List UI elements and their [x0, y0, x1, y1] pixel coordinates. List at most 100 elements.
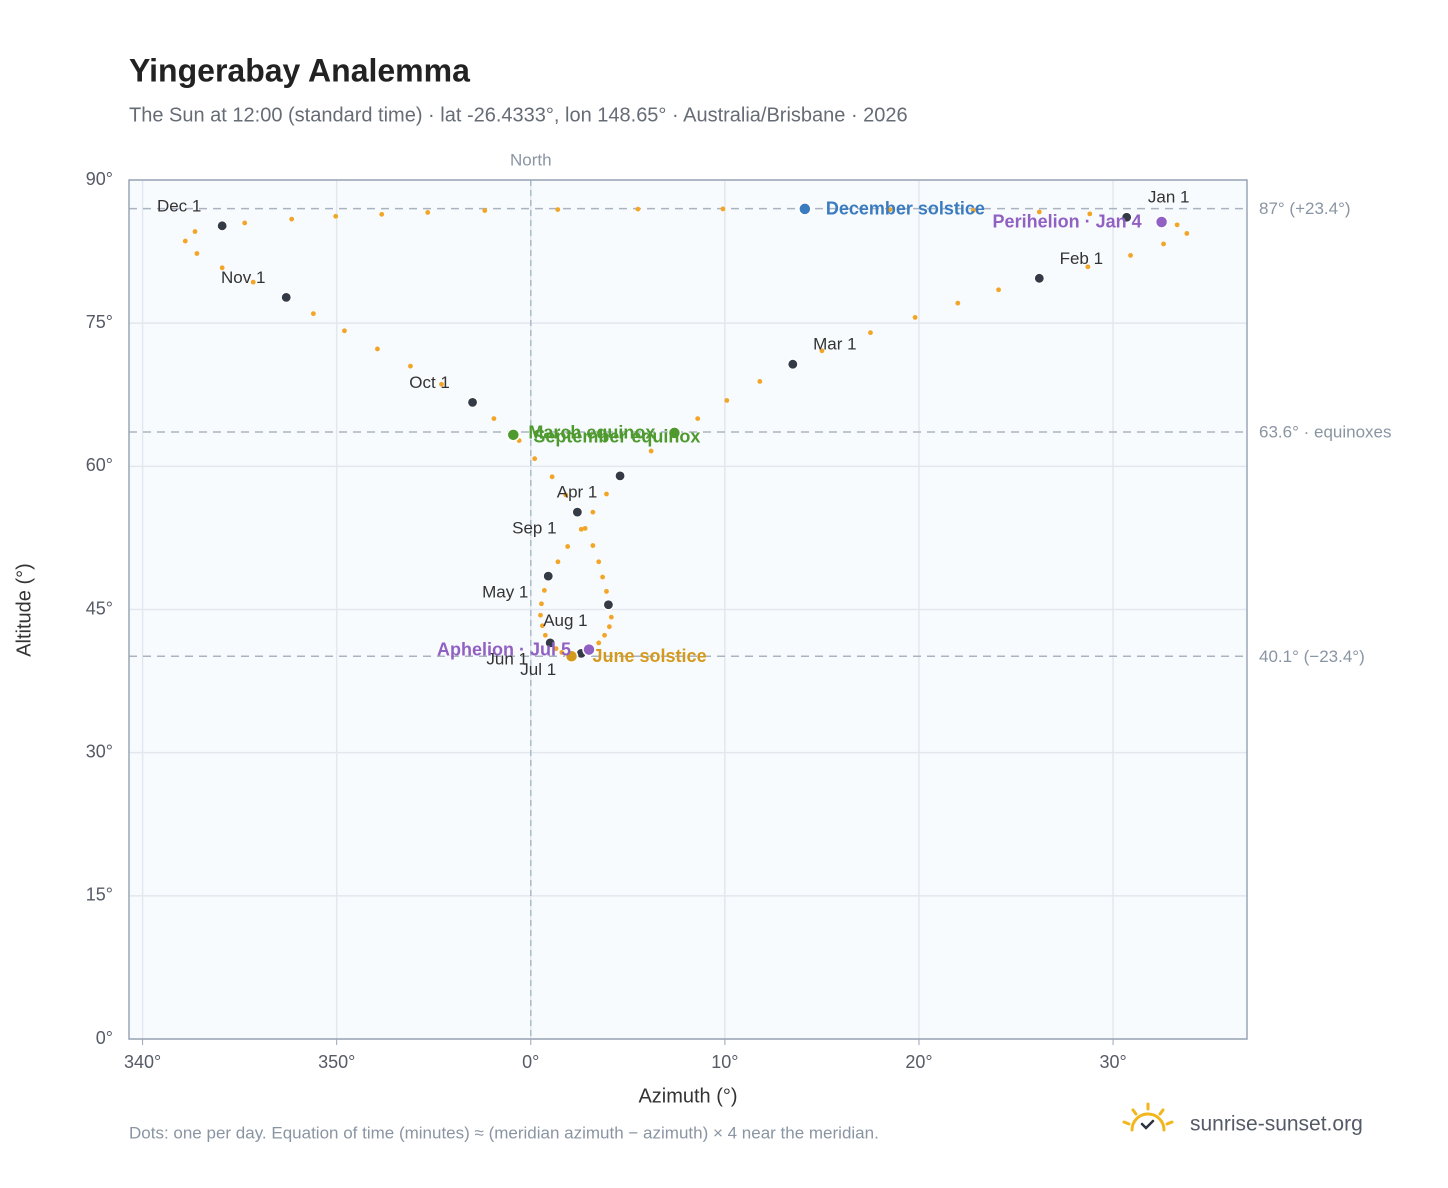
month-marker: [1121, 211, 1133, 223]
day-dot: [720, 206, 726, 212]
day-dot: [559, 650, 565, 655]
day-dot: [482, 208, 488, 213]
day-dot: [565, 544, 571, 549]
day-dot: [996, 287, 1001, 293]
day-dot: [724, 398, 730, 403]
day-dot: [242, 220, 248, 226]
y-tick-label: 60°: [86, 455, 113, 475]
month-label: Jan 1: [1148, 188, 1190, 207]
month-marker: [280, 291, 292, 303]
chart-title: Yingerabay Analemma: [129, 52, 470, 88]
day-dot: [182, 238, 188, 244]
day-dot: [970, 208, 976, 213]
x-axis-title: Azimuth (°): [638, 1085, 737, 1107]
month-label: May 1: [482, 583, 528, 602]
day-dot: [532, 456, 538, 462]
day-dot: [590, 509, 596, 515]
y-tick-label: 45°: [86, 598, 113, 618]
month-marker: [466, 396, 479, 408]
x-tick-label: 20°: [905, 1052, 932, 1072]
day-dot: [541, 588, 547, 593]
x-tick-label: 0°: [522, 1052, 539, 1072]
y-tick-label: 0°: [96, 1028, 113, 1048]
y-axis-title: Altitude (°): [13, 563, 35, 657]
month-label: Feb 1: [1060, 249, 1103, 268]
event-marker: [798, 202, 812, 216]
x-tick-label: 350°: [318, 1052, 355, 1072]
day-dot: [757, 378, 763, 384]
reference-label: 87° (+23.4°): [1259, 199, 1351, 218]
day-dot: [375, 346, 380, 352]
event-label: December solstice: [826, 199, 985, 219]
event-label: March equinox: [528, 423, 655, 443]
footnote: Dots: one per day. Equation of time (min…: [129, 1123, 879, 1142]
y-tick-label: 15°: [86, 885, 113, 905]
day-dot: [604, 588, 609, 594]
day-dot: [912, 315, 918, 320]
event-label: September equinox: [533, 427, 700, 447]
plot-frame: [128, 179, 1248, 1040]
day-dot: [553, 646, 559, 652]
day-dot: [289, 216, 295, 222]
day-dot: [555, 559, 561, 565]
month-marker: [614, 470, 626, 482]
day-dot: [596, 640, 602, 646]
reference-label: 40.1° (−23.4°): [1259, 647, 1365, 666]
logo: [1122, 1102, 1174, 1132]
chart-subtitle: The Sun at 12:00 (standard time) · lat -…: [129, 104, 908, 126]
day-dot: [695, 416, 701, 422]
event-marker: [1154, 215, 1169, 229]
day-dot: [604, 491, 609, 497]
event-marker: [582, 642, 596, 657]
month-marker: [602, 599, 615, 611]
day-dot: [578, 526, 584, 532]
event-marker: [564, 649, 579, 664]
event-marker: [506, 428, 521, 442]
event-label: June solstice: [593, 646, 707, 666]
source: sunrise-sunset.org: [1190, 1113, 1363, 1136]
month-marker: [787, 358, 799, 370]
day-dot: [1184, 231, 1190, 236]
day-dot: [582, 525, 588, 531]
day-dot: [648, 448, 654, 454]
day-dot: [540, 623, 545, 629]
day-dot: [379, 211, 385, 217]
event-label: Perihelion · Jan 4: [993, 212, 1142, 232]
day-dot: [539, 601, 544, 607]
day-dot: [549, 474, 555, 480]
month-marker: [544, 637, 556, 649]
day-dot: [439, 381, 444, 387]
x-tick-label: 340°: [124, 1052, 161, 1072]
day-dot: [1036, 209, 1042, 215]
day-dot: [563, 492, 569, 498]
reference-label: 63.6° · equinoxes: [1259, 422, 1392, 441]
reference-label: North: [510, 150, 552, 169]
month-label: Jul 1: [520, 660, 556, 679]
y-tick-label: 90°: [86, 169, 113, 189]
event-marker: [667, 426, 682, 440]
day-dot: [250, 279, 256, 285]
day-dot: [868, 330, 873, 336]
month-label: Apr 1: [557, 482, 598, 501]
day-dot: [408, 363, 413, 369]
day-dot: [635, 206, 641, 212]
month-label: Aug 1: [543, 611, 587, 630]
day-dot: [596, 559, 602, 565]
y-tick-label: 30°: [86, 741, 113, 761]
day-dot: [1161, 241, 1166, 247]
month-label: Oct 1: [409, 373, 450, 392]
day-dot: [192, 229, 198, 234]
day-dot: [600, 574, 605, 580]
day-dot: [955, 300, 961, 306]
month-label: Sep 1: [512, 519, 556, 538]
day-dot: [542, 632, 548, 638]
day-dot: [538, 612, 543, 618]
day-dot: [602, 632, 607, 638]
month-label: Mar 1: [813, 335, 856, 354]
day-dot: [219, 265, 225, 271]
day-dot: [1174, 222, 1180, 228]
month-marker: [571, 506, 583, 518]
day-dot: [333, 213, 339, 219]
event-label: Aphelion · Jul 5: [437, 639, 571, 659]
